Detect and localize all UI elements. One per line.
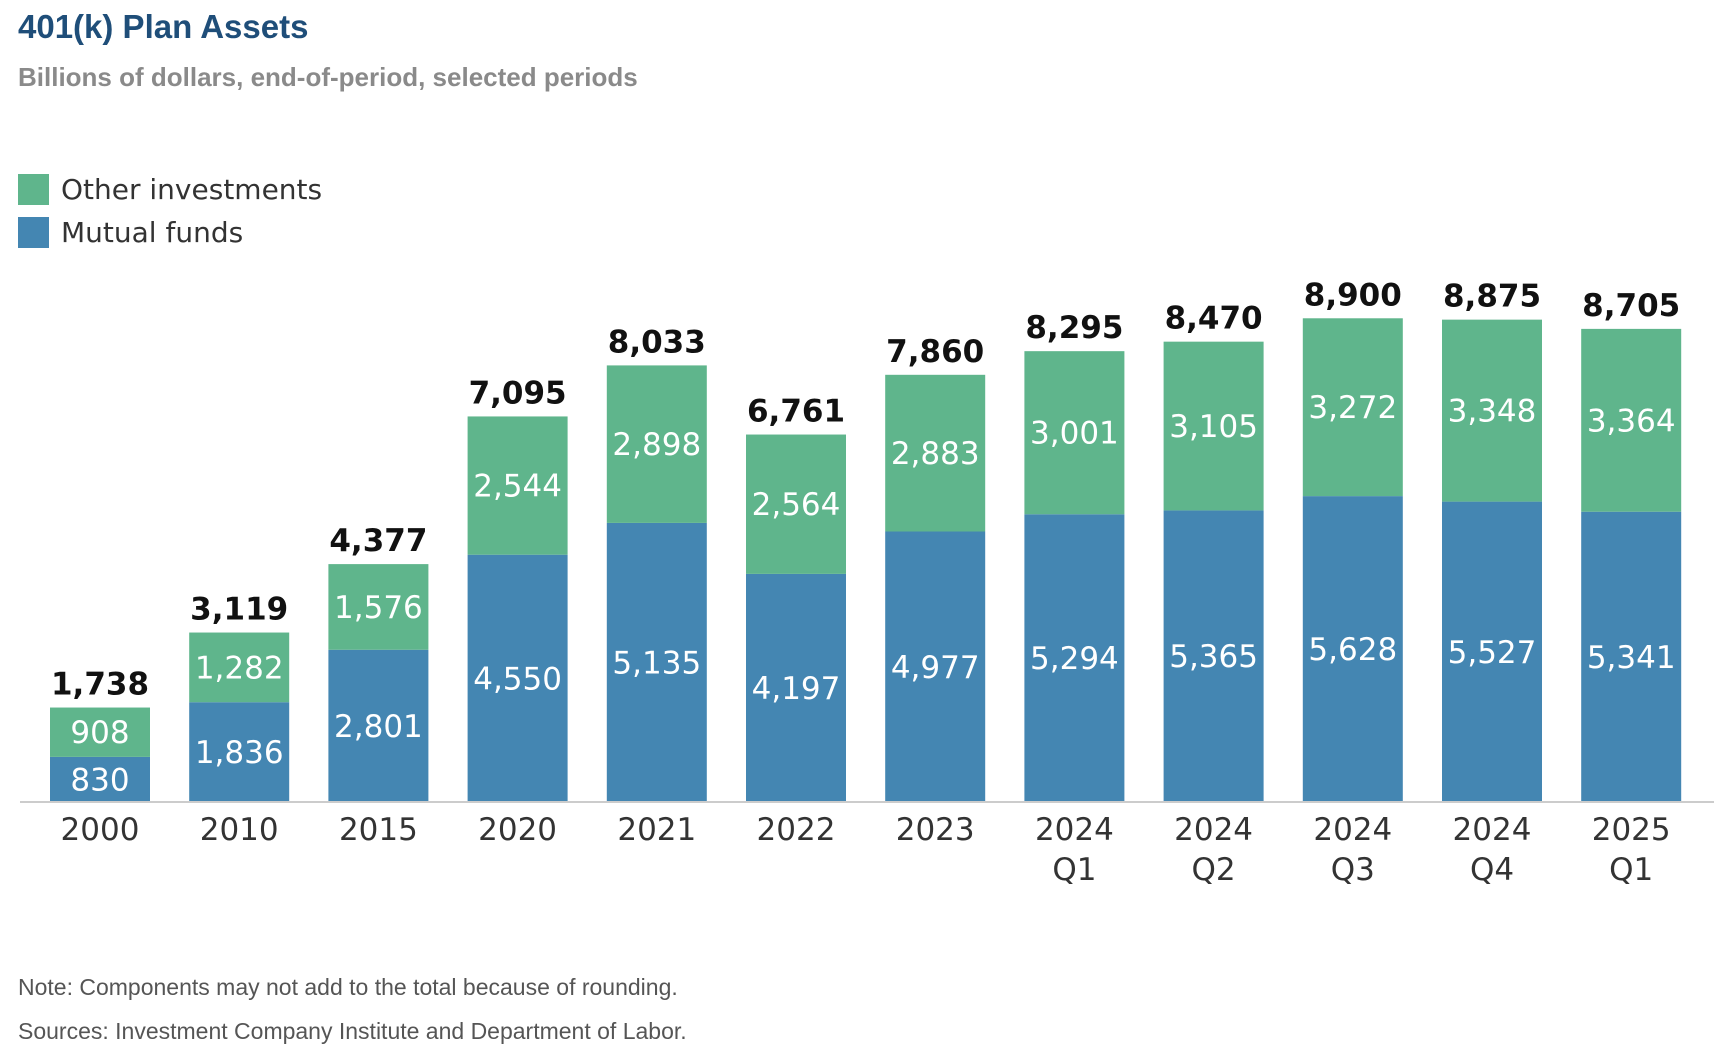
bar-chart: 830 908 1,738 2000 1,836 1,282 3,119 2010 2,801 1… bbox=[20, 277, 1714, 888]
data-label-total: 8,470 bbox=[1165, 301, 1263, 337]
x-tick-label: 2024 bbox=[1313, 812, 1392, 848]
x-tick-label: 2000 bbox=[61, 812, 140, 848]
bar-other-investments bbox=[1163, 341, 1264, 511]
legend-label-other: Other investments bbox=[61, 173, 323, 206]
data-label-total: 1,738 bbox=[51, 667, 149, 703]
bar-other-investments bbox=[606, 365, 707, 523]
x-tick-label: Q2 bbox=[1192, 852, 1236, 888]
footnote: Note: Components may not add to the tota… bbox=[18, 974, 678, 1000]
data-label-other-investments: 908 bbox=[70, 715, 129, 751]
data-label-other-investments: 3,272 bbox=[1308, 390, 1397, 426]
x-tick-label: Q1 bbox=[1609, 852, 1653, 888]
bar-other-investments bbox=[885, 374, 986, 532]
x-tick-label: 2015 bbox=[339, 812, 418, 848]
x-tick-label: 2024 bbox=[1174, 812, 1253, 848]
data-label-other-investments: 2,564 bbox=[752, 487, 841, 523]
bar-mutual-funds bbox=[1442, 501, 1542, 802]
bar-other-investments bbox=[1024, 351, 1125, 515]
x-tick-label: 2022 bbox=[757, 812, 836, 848]
legend-swatch-other bbox=[18, 174, 49, 205]
x-tick-label: 2021 bbox=[617, 812, 696, 848]
bar-mutual-funds bbox=[189, 702, 290, 802]
data-label-total: 7,860 bbox=[886, 334, 984, 370]
x-tick-label: Q1 bbox=[1052, 852, 1096, 888]
data-label-total: 8,033 bbox=[608, 324, 706, 360]
bar-mutual-funds bbox=[328, 649, 429, 802]
data-label-mutual-funds: 5,294 bbox=[1030, 641, 1119, 677]
chart-title: 401(k) Plan Assets bbox=[18, 8, 309, 45]
data-label-mutual-funds: 2,801 bbox=[334, 709, 423, 745]
data-label-other-investments: 1,576 bbox=[334, 590, 423, 626]
bar-mutual-funds bbox=[1024, 514, 1125, 802]
x-tick-label: 2024 bbox=[1453, 812, 1532, 848]
data-label-mutual-funds: 5,628 bbox=[1308, 632, 1397, 668]
data-label-other-investments: 1,282 bbox=[195, 650, 284, 686]
x-tick-label: 2023 bbox=[896, 812, 975, 848]
x-tick-label: 2025 bbox=[1592, 812, 1671, 848]
bar-mutual-funds bbox=[1302, 496, 1403, 802]
data-label-mutual-funds: 5,341 bbox=[1587, 640, 1676, 676]
chart-subtitle: Billions of dollars, end-of-period, sele… bbox=[18, 62, 638, 92]
data-label-other-investments: 2,544 bbox=[473, 469, 562, 505]
x-tick-label: 2020 bbox=[478, 812, 557, 848]
data-label-other-investments: 3,001 bbox=[1030, 416, 1119, 452]
data-label-mutual-funds: 5,135 bbox=[612, 645, 701, 681]
bar-mutual-funds bbox=[885, 531, 986, 802]
data-label-mutual-funds: 4,977 bbox=[891, 650, 980, 686]
data-label-total: 8,295 bbox=[1025, 310, 1123, 346]
data-label-other-investments: 3,105 bbox=[1169, 409, 1258, 445]
bar-other-investments bbox=[1302, 318, 1403, 497]
data-label-other-investments: 2,898 bbox=[612, 427, 701, 463]
data-label-total: 8,705 bbox=[1582, 288, 1680, 324]
data-label-mutual-funds: 1,836 bbox=[195, 735, 284, 771]
data-label-total: 3,119 bbox=[190, 592, 288, 628]
bar-other-investments bbox=[1442, 319, 1542, 502]
data-label-mutual-funds: 830 bbox=[70, 762, 129, 798]
x-tick-label: Q3 bbox=[1331, 852, 1375, 888]
sources-note: Sources: Investment Company Institute an… bbox=[18, 1018, 687, 1044]
legend-label-mutual: Mutual funds bbox=[61, 216, 244, 249]
data-label-total: 8,900 bbox=[1304, 277, 1402, 313]
x-tick-label: 2024 bbox=[1035, 812, 1114, 848]
data-label-mutual-funds: 5,527 bbox=[1448, 635, 1537, 671]
x-tick-label: Q4 bbox=[1470, 852, 1514, 888]
bar-mutual-funds bbox=[467, 554, 568, 802]
bar-mutual-funds bbox=[1163, 510, 1264, 802]
legend-swatch-mutual bbox=[18, 217, 49, 248]
data-label-mutual-funds: 4,550 bbox=[473, 661, 562, 697]
legend-item-mutual: Mutual funds bbox=[18, 211, 322, 254]
data-label-total: 4,377 bbox=[329, 523, 427, 559]
bar-other-investments bbox=[1581, 328, 1682, 512]
x-tick-label: 2010 bbox=[200, 812, 279, 848]
bar-mutual-funds bbox=[746, 573, 846, 802]
data-label-mutual-funds: 5,365 bbox=[1169, 639, 1258, 675]
bar-other-investments bbox=[746, 434, 846, 574]
data-label-total: 6,761 bbox=[747, 394, 845, 430]
bar-mutual-funds bbox=[1581, 511, 1682, 802]
data-label-other-investments: 2,883 bbox=[891, 436, 980, 472]
bar-mutual-funds bbox=[50, 756, 150, 802]
data-label-total: 7,095 bbox=[469, 375, 567, 411]
bar-other-investments bbox=[50, 707, 150, 757]
bar-mutual-funds bbox=[606, 522, 707, 802]
bar-other-investments bbox=[328, 564, 429, 650]
legend-item-other: Other investments bbox=[18, 168, 322, 211]
data-label-mutual-funds: 4,197 bbox=[752, 671, 841, 707]
data-label-other-investments: 3,364 bbox=[1587, 403, 1676, 439]
bar-other-investments bbox=[189, 632, 290, 703]
data-label-other-investments: 3,348 bbox=[1448, 394, 1537, 430]
bar-other-investments bbox=[467, 416, 568, 555]
data-label-total: 8,875 bbox=[1443, 279, 1541, 315]
legend: Other investments Mutual funds bbox=[18, 168, 322, 254]
